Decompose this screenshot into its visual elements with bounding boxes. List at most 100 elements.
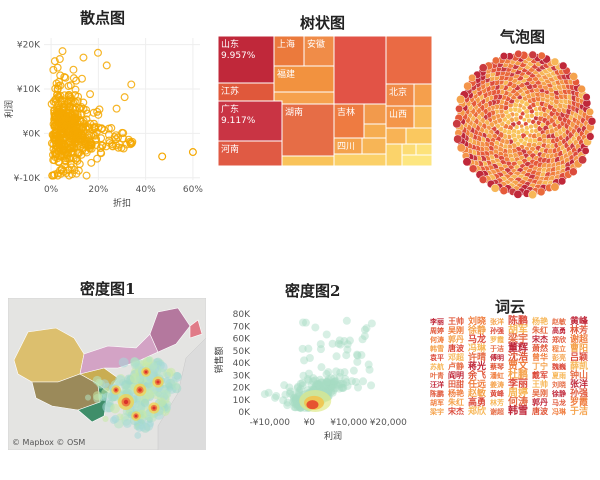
treemap-cell: 上海 (273, 36, 305, 67)
density-mark (110, 403, 120, 414)
density2-point (340, 368, 349, 377)
density2-point (315, 380, 324, 389)
density2-point (293, 382, 302, 391)
density2-point (311, 383, 320, 392)
density2-point (325, 384, 334, 393)
density2-point (336, 340, 345, 349)
treemap-cell (413, 105, 432, 129)
treemap-rect (385, 127, 407, 145)
density2-y-tick-label: 20K (233, 384, 251, 394)
word: 胡军 (430, 398, 444, 407)
density2-y-axis-label: 销售额 (213, 346, 225, 373)
scatter-point (76, 104, 85, 113)
word: 谢超 (490, 407, 505, 416)
density-mark (130, 360, 141, 370)
density2-point (299, 371, 308, 380)
density2-point (279, 396, 288, 405)
treemap-rect (413, 83, 432, 107)
word: 郭丹 (532, 397, 548, 407)
scatter-y-axis-label: 利润 (3, 100, 15, 118)
treemap-label: 吉林 (337, 106, 355, 118)
density2-point (316, 340, 325, 349)
bubble (499, 52, 508, 61)
word: 王帅 (448, 316, 464, 326)
scatter-point (128, 137, 137, 146)
density-peak (156, 380, 160, 384)
density2-point (315, 382, 324, 391)
scatter-x-tick-label: 60% (183, 185, 203, 195)
scatter-point (79, 116, 88, 125)
density-mark (118, 357, 129, 368)
density-mark (122, 419, 132, 428)
word: 罗霞 (490, 335, 505, 344)
scatter-point (72, 76, 81, 85)
density-mark (172, 382, 181, 391)
scatter-point (65, 128, 74, 137)
density2-point (337, 383, 346, 392)
scatter-point (119, 129, 128, 138)
scatter-point (84, 124, 93, 133)
bubble (452, 119, 462, 129)
density2-point (312, 380, 321, 389)
scatter-x-axis-label: 折扣 (113, 197, 131, 209)
scatter-point (71, 91, 80, 100)
word: 杨艳 (448, 388, 464, 398)
scatter-point (65, 137, 74, 146)
density2-point (329, 379, 338, 388)
density2-point (334, 381, 343, 390)
scatter-point (61, 73, 70, 82)
density2-contour-inner (306, 400, 319, 410)
density2-point (329, 381, 338, 390)
density2-point (340, 337, 349, 346)
treemap-label: 湖南 (285, 106, 303, 118)
density2-point (291, 396, 300, 405)
scatter-point (117, 143, 126, 152)
scatter-point (47, 100, 56, 109)
density2-point (322, 378, 331, 387)
density2-point (327, 383, 336, 392)
word: 张洋 (570, 378, 588, 390)
density2-point (308, 377, 317, 386)
word: 阎明 (448, 370, 464, 380)
density2-point (367, 381, 376, 390)
scatter-point (87, 158, 96, 167)
word: 唐波 (448, 343, 465, 353)
word: 韩雪 (430, 344, 444, 353)
scatter-point (97, 134, 106, 143)
scatter-point (86, 90, 95, 99)
density2-point (335, 373, 344, 382)
density2-x-tick-label: ¥0 (304, 418, 316, 428)
treemap-label: 福建 (277, 68, 295, 80)
bubble (587, 116, 597, 126)
treemap-label: 山西 (389, 109, 407, 120)
density2-point (285, 389, 294, 398)
word: 吕颖 (570, 351, 588, 363)
scatter-y-tick-label: ¥10K (17, 85, 41, 95)
treemap-rect (405, 127, 432, 145)
word: 丁宁 (532, 361, 548, 371)
density2-point (329, 386, 338, 395)
bubble (528, 124, 534, 130)
density2-point (323, 378, 332, 387)
scatter-point (57, 164, 66, 173)
density2-y-tick-label: 0K (238, 408, 251, 418)
density2-point (364, 360, 373, 369)
treemap-cell (385, 36, 432, 85)
density2-point (293, 384, 302, 393)
word: 彭亮 (552, 353, 566, 362)
density-mark (139, 360, 147, 367)
density2-point (305, 353, 314, 362)
density-mark (146, 356, 153, 363)
density2-point (321, 381, 330, 390)
density2-point (327, 387, 336, 396)
density2-point (332, 367, 341, 376)
scatter-point (66, 134, 75, 143)
density2-point (309, 374, 318, 383)
treemap-cell (333, 36, 387, 105)
density2-point (313, 381, 322, 390)
word: 周婷 (508, 386, 528, 399)
word: 陈鹏 (430, 389, 444, 398)
density2-point (331, 377, 340, 386)
word: 萧然 (532, 343, 548, 353)
scatter-point (110, 132, 119, 141)
